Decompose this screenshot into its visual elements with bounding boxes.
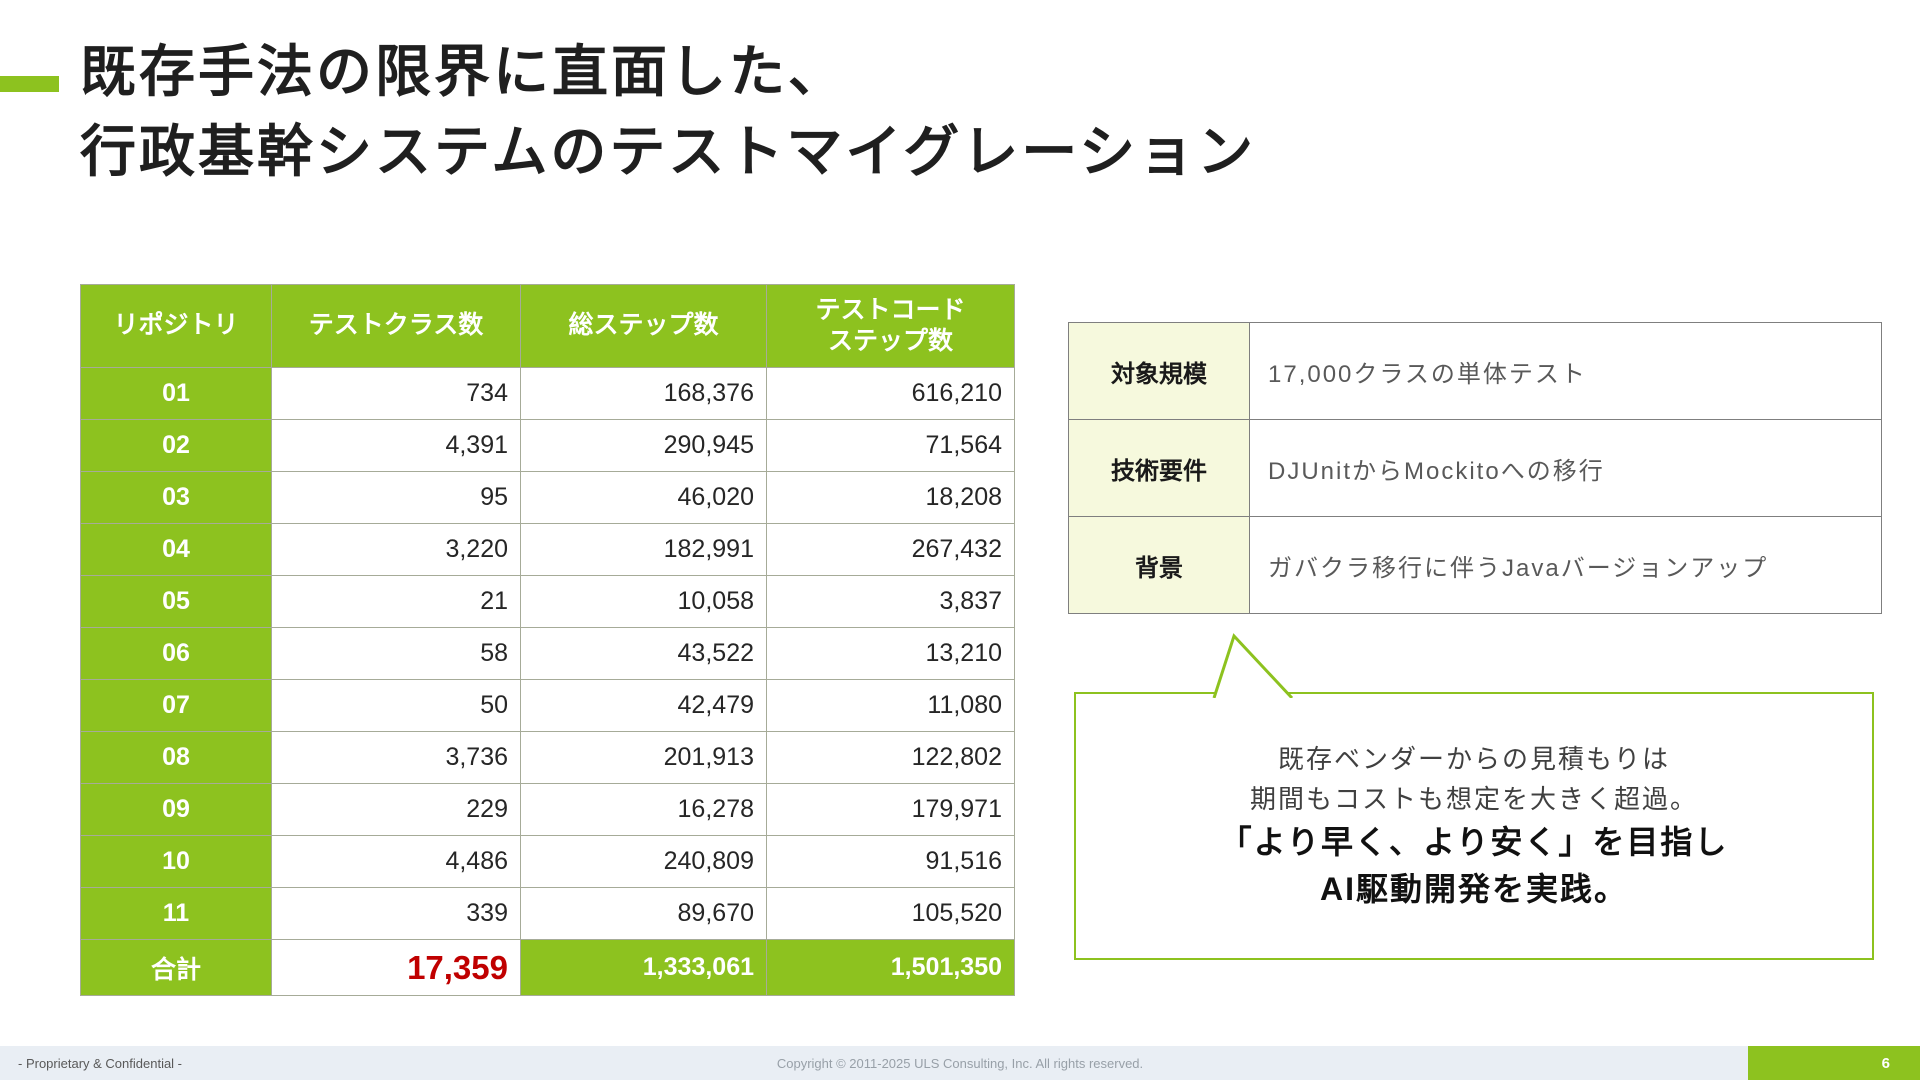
cell-total-steps: 1,333,061 [520,939,767,996]
info-value-background: ガバクラ移行に伴うJavaバージョンアップ [1249,516,1882,614]
cell-code-steps: 105,520 [766,887,1015,940]
cell-classes: 21 [271,575,521,628]
cell-classes: 4,391 [271,419,521,472]
cell-total-code-steps: 1,501,350 [766,939,1015,996]
cell-repo: 04 [80,523,272,576]
table-row: 10 4,486 240,809 91,516 [80,835,1015,888]
table-header-row: リポジトリ テストクラス数 総ステップ数 テストコード ステップ数 [80,284,1015,368]
table-row: 01 734 168,376 616,210 [80,367,1015,420]
info-row: 背景 ガバクラ移行に伴うJavaバージョンアップ [1068,516,1882,614]
cell-steps: 46,020 [520,471,767,524]
copyright-text: Copyright © 2011-2025 ULS Consulting, In… [776,1055,1144,1071]
table-row: 03 95 46,020 18,208 [80,471,1015,524]
table-row: 06 58 43,522 13,210 [80,627,1015,680]
cell-classes: 734 [271,367,521,420]
cell-repo: 07 [80,679,272,732]
cell-code-steps: 3,837 [766,575,1015,628]
callout-line-3: 「より早く、より安く」を目指し [1219,824,1729,860]
cell-steps: 42,479 [520,679,767,732]
project-info-table: 対象規模 17,000クラスの単体テスト 技術要件 DJUnitからMockit… [1068,322,1882,614]
cell-classes: 229 [271,783,521,836]
cell-repo: 03 [80,471,272,524]
callout-line-1: 既存ベンダーからの見積もりは [1277,744,1670,774]
page-number: 6 [1881,1054,1890,1072]
cell-repo: 08 [80,731,272,784]
table-total-row: 合計 17,359 1,333,061 1,501,350 [80,939,1015,996]
cell-classes: 3,736 [271,731,521,784]
cell-steps: 16,278 [520,783,767,836]
cell-repo: 01 [80,367,272,420]
header-test-code-steps: テストコード ステップ数 [766,284,1015,368]
cell-repo: 06 [80,627,272,680]
cell-steps: 290,945 [520,419,767,472]
cell-code-steps: 179,971 [766,783,1015,836]
cell-code-steps: 11,080 [766,679,1015,732]
cell-classes: 3,220 [271,523,521,576]
cell-code-steps: 267,432 [766,523,1015,576]
cell-steps: 43,522 [520,627,767,680]
cell-repo: 11 [80,887,272,940]
callout-pointer [1212,633,1294,698]
cell-steps: 201,913 [520,731,767,784]
cell-steps: 89,670 [520,887,767,940]
cell-code-steps: 616,210 [766,367,1015,420]
cell-code-steps: 122,802 [766,731,1015,784]
repository-stats-table: リポジトリ テストクラス数 総ステップ数 テストコード ステップ数 01 734… [80,284,1015,996]
callout-line-2: 期間もコストも想定を大きく超過。 [1249,784,1698,814]
cell-steps: 168,376 [520,367,767,420]
title-accent-bar [0,76,59,92]
page-number-badge: 6 [1748,1046,1920,1080]
cell-classes: 95 [271,471,521,524]
cell-code-steps: 91,516 [766,835,1015,888]
cell-code-steps: 18,208 [766,471,1015,524]
info-row: 技術要件 DJUnitからMockitoへの移行 [1068,419,1882,517]
header-test-classes: テストクラス数 [271,284,521,368]
cell-total-classes: 17,359 [271,939,521,996]
info-value-tech: DJUnitからMockitoへの移行 [1249,419,1882,517]
cell-repo: 09 [80,783,272,836]
table-row: 04 3,220 182,991 267,432 [80,523,1015,576]
callout-line-4: AI駆動開発を実践。 [1319,871,1628,907]
cell-classes: 58 [271,627,521,680]
cell-total-label: 合計 [80,939,272,996]
cell-repo: 10 [80,835,272,888]
cell-classes: 339 [271,887,521,940]
info-label-tech: 技術要件 [1068,419,1250,517]
cell-classes: 50 [271,679,521,732]
confidential-label: - Proprietary & Confidential - [18,1055,183,1071]
cell-code-steps: 71,564 [766,419,1015,472]
table-row: 09 229 16,278 179,971 [80,783,1015,836]
table-row: 08 3,736 201,913 122,802 [80,731,1015,784]
title-line-1: 既存手法の限界に直面した、 [80,40,847,103]
cell-steps: 182,991 [520,523,767,576]
header-total-steps: 総ステップ数 [520,284,767,368]
cell-steps: 10,058 [520,575,767,628]
cell-repo: 02 [80,419,272,472]
table-row: 05 21 10,058 3,837 [80,575,1015,628]
cell-code-steps: 13,210 [766,627,1015,680]
callout-box: 既存ベンダーからの見積もりは 期間もコストも想定を大きく超過。 「より早く、より… [1074,633,1874,960]
title-line-2: 行政基幹システムのテストマイグレーション [80,120,1257,183]
info-label-background: 背景 [1068,516,1250,614]
footer-bar: - Proprietary & Confidential - Copyright… [0,1046,1920,1080]
page-title: 既存手法の限界に直面した、 行政基幹システムのテストマイグレーション [80,32,1256,192]
info-value-scope: 17,000クラスの単体テスト [1249,322,1882,420]
table-row: 07 50 42,479 11,080 [80,679,1015,732]
header-repository: リポジトリ [80,284,272,368]
cell-steps: 240,809 [520,835,767,888]
cell-repo: 05 [80,575,272,628]
cell-classes: 4,486 [271,835,521,888]
table-row: 02 4,391 290,945 71,564 [80,419,1015,472]
info-row: 対象規模 17,000クラスの単体テスト [1068,322,1882,420]
table-row: 11 339 89,670 105,520 [80,887,1015,940]
info-label-scope: 対象規模 [1068,322,1250,420]
